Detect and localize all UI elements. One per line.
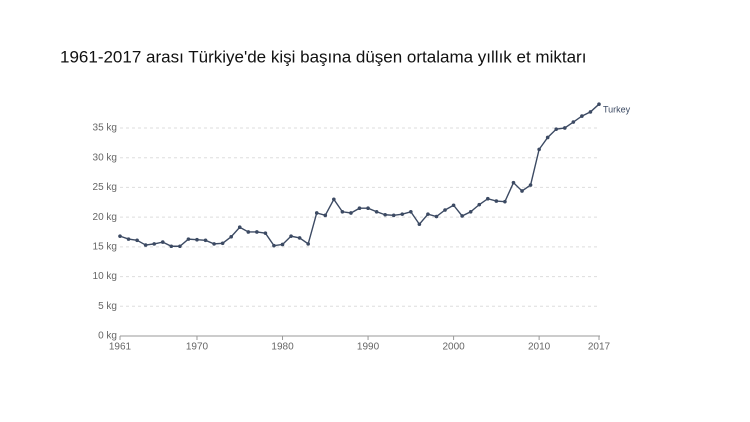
data-point [460,214,464,218]
x-tick-label: 2010 [528,342,551,353]
data-point [332,197,336,202]
data-point [520,189,524,193]
data-point [118,234,122,238]
data-point [400,212,405,216]
data-point [597,102,601,106]
data-point [246,230,251,234]
data-point [588,110,593,114]
data-point [126,237,131,241]
y-tick-label: 30 kg [93,152,117,163]
series-line [119,103,600,247]
data-point [152,242,157,246]
y-tick-label: 25 kg [93,182,117,193]
data-point [409,209,413,214]
data-point [468,209,473,214]
y-tick-label: 5 kg [98,301,117,312]
data-point [289,234,293,238]
data-point [280,242,285,247]
data-point [263,231,268,235]
data-point [229,234,233,239]
data-point [255,230,259,234]
data-point [443,208,447,212]
data-point [160,240,165,244]
data-point [537,147,541,152]
data-point [237,225,242,230]
data-point [528,183,533,187]
data-point [306,242,310,246]
data-point [297,236,302,240]
x-tick-label: 1961 [109,342,132,353]
data-point [314,211,319,215]
data-point [143,243,148,247]
data-point [383,212,387,217]
x-tick-label: 1980 [271,342,294,353]
data-point [203,238,208,243]
data-point [545,135,550,140]
data-point [272,243,276,248]
y-tick-label: 35 kg [93,123,117,134]
y-tick-label: 0 kg [98,331,117,342]
series-label: Turkey [603,105,631,115]
data-point [562,126,567,130]
data-point [323,213,328,218]
data-point [477,202,482,207]
data-point [374,209,379,214]
x-tick-label: 2000 [442,342,465,353]
data-point [220,241,225,246]
data-point [451,203,456,208]
data-point [366,206,370,211]
data-point [580,114,584,118]
data-point [571,120,576,124]
data-point [135,238,139,243]
data-point [486,196,490,201]
y-tick-label: 15 kg [93,241,117,252]
x-tick-label: 1990 [357,342,380,353]
data-point [212,242,216,246]
data-point [426,212,430,216]
x-tick-label: 1970 [186,342,209,353]
data-point [391,213,396,218]
y-tick-label: 10 kg [93,271,117,282]
data-point [349,211,353,215]
y-tick-label: 20 kg [93,212,117,223]
data-point [169,244,174,249]
x-tick-label: 2017 [588,342,611,353]
data-point [178,244,182,249]
data-point [186,237,191,241]
data-point [554,127,559,131]
data-point [503,199,507,204]
data-point [494,199,499,203]
data-point [340,209,345,214]
data-point [417,222,422,227]
chart-title: 1961-2017 arası Türkiye'de kişi başına d… [60,47,586,66]
data-point [357,206,362,211]
data-point [195,237,199,242]
data-point [434,214,439,219]
data-point [511,180,516,185]
